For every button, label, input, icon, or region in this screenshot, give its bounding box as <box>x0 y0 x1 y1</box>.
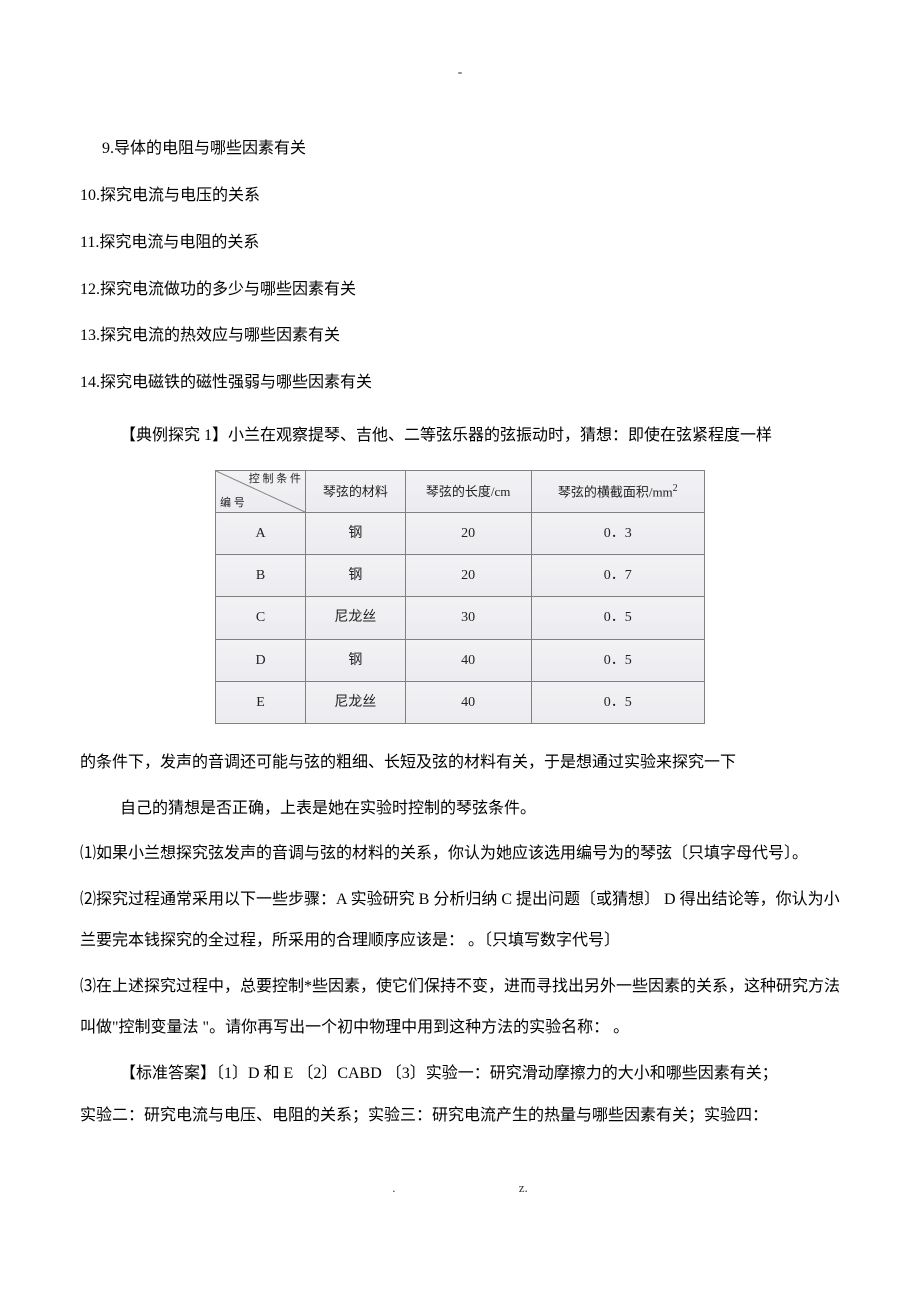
question-2: ⑵探究过程通常采用以下一些步骤：A 实验研究 B 分析归纳 C 提出问题〔或猜想… <box>80 879 840 962</box>
cell-material: 尼龙丝 <box>306 681 406 723</box>
cell-material: 钢 <box>306 512 406 554</box>
cell-area: 0．5 <box>531 639 704 681</box>
table-header-diagonal: 控 制 条 件 编 号 <box>216 470 306 512</box>
example-intro: 【典例探究 1】小兰在观察提琴、吉他、二等弦乐器的弦振动时，猜想：即使在弦紧程度… <box>80 420 840 452</box>
table-header-area: 琴弦的横截面积/mm2 <box>531 470 704 512</box>
diag-label-bottom: 编 号 <box>220 497 245 510</box>
cell-length: 40 <box>405 639 531 681</box>
list-item-14: 14.探究电磁铁的磁性强弱与哪些因素有关 <box>80 369 840 398</box>
list-item-10: 10.探究电流与电压的关系 <box>80 182 840 211</box>
cell-id: D <box>216 639 306 681</box>
list-item-9: 9.导体的电阻与哪些因素有关 <box>80 135 840 164</box>
cell-id: A <box>216 512 306 554</box>
diag-label-top: 控 制 条 件 <box>249 473 301 486</box>
table-header-area-text: 琴弦的横截面积/mm <box>558 484 673 499</box>
cell-material: 钢 <box>306 555 406 597</box>
list-item-11: 11.探究电流与电阻的关系 <box>80 229 840 258</box>
list-item-12: 12.探究电流做功的多少与哪些因素有关 <box>80 276 840 305</box>
cell-id: C <box>216 597 306 639</box>
table-row: D 钢 40 0．5 <box>216 639 705 681</box>
body-p1: 的条件下，发声的音调还可能与弦的粗细、长短及弦的材料有关，于是想通过实验来探究一… <box>80 742 840 784</box>
table-row: C 尼龙丝 30 0．5 <box>216 597 705 639</box>
page-top-marker: - <box>80 60 840 85</box>
body-p2: 自己的猜想是否正确，上表是她在实验时控制的琴弦条件。 <box>80 788 840 830</box>
cell-id: B <box>216 555 306 597</box>
cell-length: 20 <box>405 512 531 554</box>
list-item-13: 13.探究电流的热效应与哪些因素有关 <box>80 322 840 351</box>
cell-length: 40 <box>405 681 531 723</box>
table-header-length: 琴弦的长度/cm <box>405 470 531 512</box>
question-1: ⑴如果小兰想探究弦发声的音调与弦的材料的关系，你认为她应该选用编号为的琴弦〔只填… <box>80 833 840 875</box>
cell-material: 钢 <box>306 639 406 681</box>
cell-material: 尼龙丝 <box>306 597 406 639</box>
cell-area: 0．5 <box>531 681 704 723</box>
cell-area: 0．5 <box>531 597 704 639</box>
cell-area: 0．3 <box>531 512 704 554</box>
footer-left: . <box>392 1180 395 1195</box>
string-table-wrap: 控 制 条 件 编 号 琴弦的材料 琴弦的长度/cm 琴弦的横截面积/mm2 A… <box>80 470 840 724</box>
table-row: B 钢 20 0．7 <box>216 555 705 597</box>
cell-id: E <box>216 681 306 723</box>
cell-length: 30 <box>405 597 531 639</box>
cell-length: 20 <box>405 555 531 597</box>
footer-right: z. <box>519 1180 528 1195</box>
page-footer: . z. <box>80 1176 840 1199</box>
table-row: E 尼龙丝 40 0．5 <box>216 681 705 723</box>
answer-line-1: 【标准答案】〔1〕D 和 E 〔2〕CABD 〔3〕实验一：研究滑动摩擦力的大小… <box>80 1053 840 1095</box>
cell-area: 0．7 <box>531 555 704 597</box>
table-row: A 钢 20 0．3 <box>216 512 705 554</box>
question-3: ⑶在上述探究过程中，总要控制*些因素，使它们保持不变，进而寻找出另外一些因素的关… <box>80 966 840 1049</box>
table-header-row: 控 制 条 件 编 号 琴弦的材料 琴弦的长度/cm 琴弦的横截面积/mm2 <box>216 470 705 512</box>
answer-line-2: 实验二：研究电流与电压、电阻的关系；实验三：研究电流产生的热量与哪些因素有关；实… <box>80 1095 840 1137</box>
table-header-material: 琴弦的材料 <box>306 470 406 512</box>
string-conditions-table: 控 制 条 件 编 号 琴弦的材料 琴弦的长度/cm 琴弦的横截面积/mm2 A… <box>215 470 705 724</box>
table-header-area-sup: 2 <box>673 483 678 494</box>
